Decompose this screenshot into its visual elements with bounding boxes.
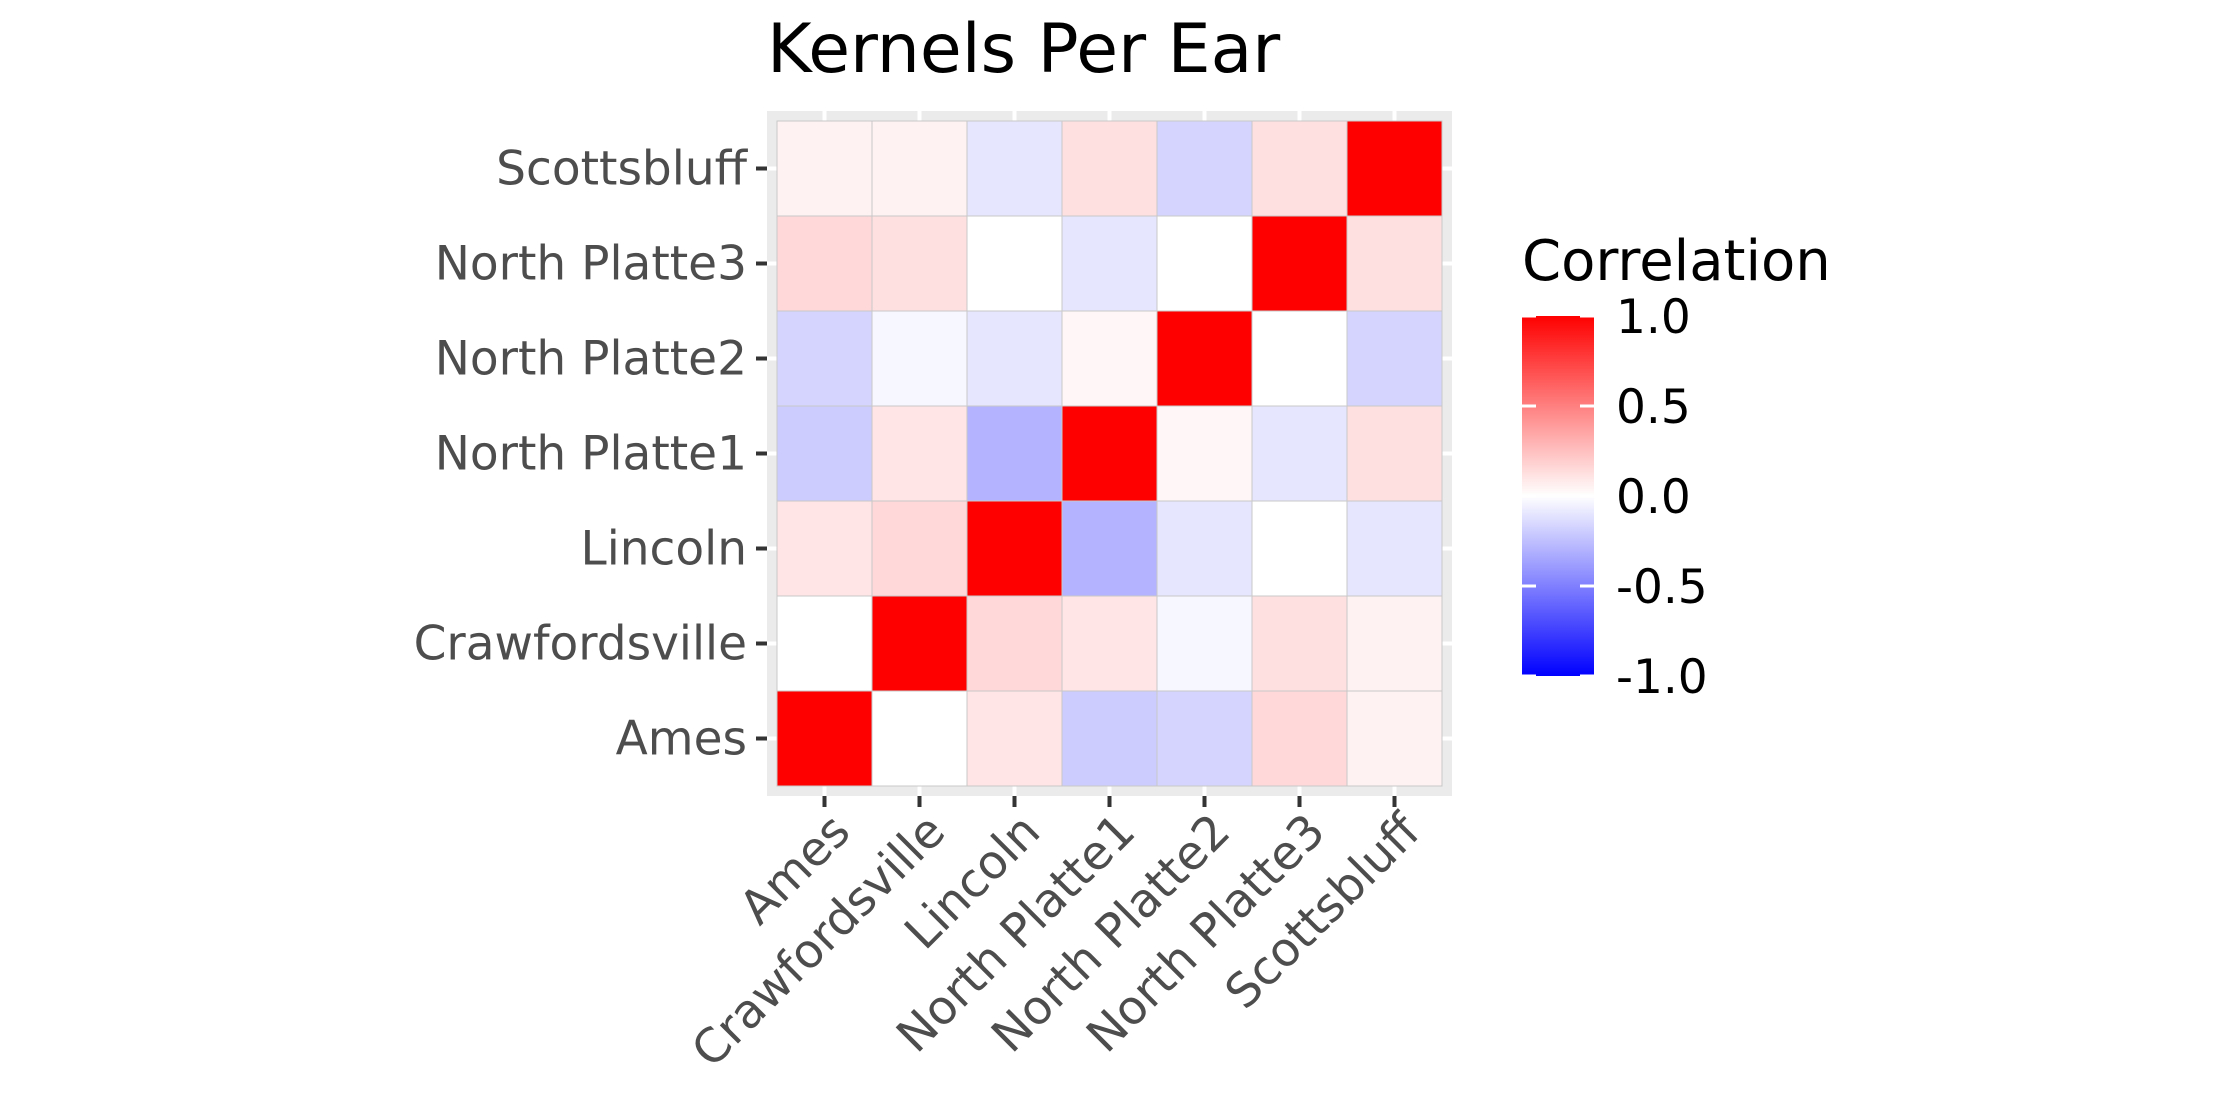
heatmap-cell: [1346, 500, 1443, 597]
heatmap-cell: [776, 595, 873, 692]
heatmap-cell: [966, 595, 1063, 692]
heatmap-cell: [871, 690, 968, 787]
y-tick-label: Ames: [616, 712, 747, 767]
heatmap-cell: [1251, 690, 1348, 787]
chart-title: Kernels Per Ear: [767, 10, 1280, 89]
heatmap-cell: [966, 405, 1063, 502]
heatmap-cell: [776, 215, 873, 312]
heatmap-cell: [1346, 215, 1443, 312]
heatmap-cell: [871, 310, 968, 407]
heatmap-cell: [966, 215, 1063, 312]
y-tick-label: North Platte1: [435, 427, 747, 482]
legend-title: Correlation: [1522, 229, 1831, 294]
heatmap-cell: [776, 500, 873, 597]
heatmap-cells: [776, 120, 1443, 787]
heatmap-cell: [871, 405, 968, 502]
y-axis: Ames Crawfordsville Lincoln North Platte1 No…: [414, 142, 767, 767]
heatmap-cell: [966, 690, 1063, 787]
heatmap-cell: [1251, 595, 1348, 692]
heatmap-cell: [1346, 595, 1443, 692]
heatmap-cell: [776, 120, 873, 217]
heatmap-cell: [1251, 310, 1348, 407]
heatmap-cell: [871, 215, 968, 312]
y-tick-label: Crawfordsville: [414, 617, 747, 672]
heatmap-cell: [1346, 405, 1443, 502]
heatmap-cell: [1251, 500, 1348, 597]
heatmap-cell: [1346, 120, 1443, 217]
heatmap-cell: [776, 405, 873, 502]
heatmap-cell: [966, 310, 1063, 407]
heatmap-cell: [1156, 310, 1253, 407]
heatmap-cell: [1251, 120, 1348, 217]
heatmap-cell: [1251, 405, 1348, 502]
heatmap-cell: [871, 595, 968, 692]
heatmap-cell: [1156, 405, 1253, 502]
legend-label: 1.0: [1616, 290, 1691, 345]
y-tick-label: Lincoln: [581, 522, 747, 577]
heatmap-cell: [1061, 690, 1158, 787]
heatmap-cell: [1156, 500, 1253, 597]
heatmap-cell: [776, 690, 873, 787]
heatmap-cell: [966, 120, 1063, 217]
heatmap-cell: [871, 120, 968, 217]
heatmap-cell: [871, 500, 968, 597]
heatmap-cell: [1061, 120, 1158, 217]
heatmap-cell: [1061, 595, 1158, 692]
heatmap-cell: [1061, 405, 1158, 502]
heatmap-cell: [1156, 120, 1253, 217]
y-tick-label: North Platte2: [435, 332, 747, 387]
heatmap-cell: [1156, 690, 1253, 787]
legend-label: 0.0: [1616, 470, 1691, 525]
heatmap-cell: [1346, 690, 1443, 787]
y-tick-label: North Platte3: [435, 237, 747, 292]
heatmap-cell: [1156, 595, 1253, 692]
legend-label: 0.5: [1616, 380, 1691, 435]
heatmap-cell: [966, 500, 1063, 597]
heatmap-cell: [1061, 215, 1158, 312]
legend-ticks: 1.0 0.5 0.0 -0.5 -1.0: [1522, 290, 1708, 705]
legend-label: -1.0: [1616, 650, 1708, 705]
heatmap-cell: [1346, 310, 1443, 407]
heatmap-cell: [1061, 310, 1158, 407]
heatmap-cell: [1061, 500, 1158, 597]
heatmap-cell: [776, 310, 873, 407]
legend-label: -0.5: [1616, 560, 1708, 615]
y-tick-label: Scottsbluff: [496, 142, 748, 197]
legend: Correlation 1.0 0.5 0.0 -0.5 -1.0: [1522, 229, 1831, 705]
heatmap-cell: [1156, 215, 1253, 312]
heatmap-cell: [1251, 215, 1348, 312]
